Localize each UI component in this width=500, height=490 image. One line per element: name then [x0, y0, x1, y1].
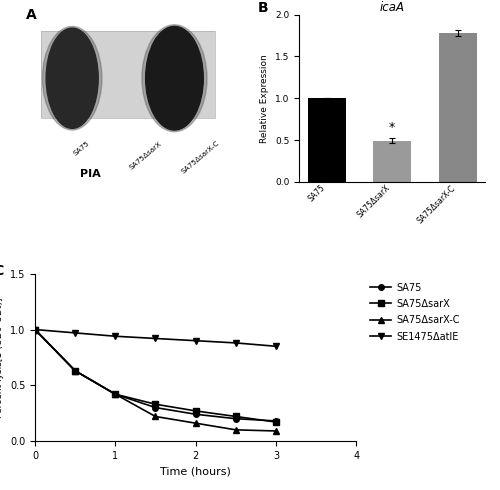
Bar — [308, 98, 346, 182]
Bar — [40, 31, 216, 119]
Legend: SA75, SA75ΔsarX, SA75ΔsarX-C, SE1475ΔatlE: SA75, SA75ΔsarX, SA75ΔsarX-C, SE1475Δatl… — [366, 279, 464, 345]
Y-axis label: Relative Expression: Relative Expression — [260, 54, 270, 143]
X-axis label: Time (hours): Time (hours) — [160, 466, 231, 476]
Text: SA75: SA75 — [72, 140, 90, 157]
Ellipse shape — [146, 26, 204, 130]
Text: *: * — [389, 121, 395, 134]
Bar — [373, 141, 411, 182]
Text: B: B — [258, 1, 269, 15]
Ellipse shape — [142, 24, 207, 132]
Text: PIA: PIA — [80, 169, 101, 178]
Text: C: C — [0, 264, 4, 278]
Y-axis label: Percent lysis[1-(OD0-ODt)]: Percent lysis[1-(OD0-ODt)] — [0, 297, 4, 417]
Text: SA75ΔsarX: SA75ΔsarX — [128, 140, 162, 171]
Bar — [438, 33, 476, 182]
Bar — [40, 31, 216, 119]
Ellipse shape — [46, 28, 98, 128]
Text: A: A — [26, 8, 36, 22]
Title: icaA: icaA — [380, 0, 404, 14]
Ellipse shape — [42, 26, 102, 130]
Text: SA75ΔsarX-C: SA75ΔsarX-C — [180, 140, 220, 175]
